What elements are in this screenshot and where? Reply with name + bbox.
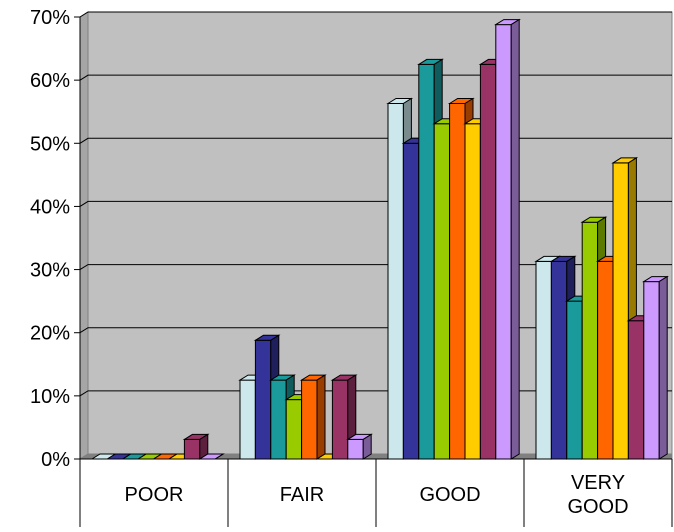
bar xyxy=(402,142,420,460)
bar-side xyxy=(316,374,326,460)
bar xyxy=(643,281,660,460)
bar-side xyxy=(510,18,520,460)
bar xyxy=(566,300,583,460)
bar xyxy=(270,379,287,460)
bar xyxy=(535,260,552,460)
y-tick-label: 0% xyxy=(41,449,70,471)
gridline xyxy=(79,74,672,81)
bar xyxy=(301,379,318,460)
y-tick-label: 60% xyxy=(30,70,70,92)
x-tick-label: POOR xyxy=(125,484,184,506)
bar xyxy=(550,260,568,460)
bar xyxy=(418,63,435,460)
y-tick-label: 70% xyxy=(30,7,70,29)
axes-layer: 0%10%20%30%40%50%60%70%POOR FAIR GOODVERYG… xyxy=(30,7,673,527)
bar xyxy=(464,123,481,460)
y-tick-label: 30% xyxy=(30,260,70,282)
bar xyxy=(254,339,272,460)
bar xyxy=(285,399,303,460)
bar xyxy=(387,103,404,460)
y-tick-label: 20% xyxy=(30,323,70,345)
bar xyxy=(449,103,466,460)
bar xyxy=(597,260,614,460)
bars-layer xyxy=(90,18,669,460)
gridline xyxy=(79,11,672,18)
bar xyxy=(479,63,497,460)
x-tick-label: VERY xyxy=(571,472,625,494)
bar xyxy=(239,379,256,460)
bar-side xyxy=(362,433,372,460)
bar xyxy=(331,379,349,460)
y-tick-label: 40% xyxy=(30,196,70,218)
bar xyxy=(433,123,451,460)
bar xyxy=(183,438,201,460)
x-tick-label: GOOD xyxy=(567,496,628,518)
y-tick-label: 50% xyxy=(30,133,70,155)
bar xyxy=(347,438,364,460)
bar xyxy=(581,221,599,460)
y-tick-label: 10% xyxy=(30,386,70,408)
bar-side xyxy=(658,275,668,460)
bar xyxy=(612,162,629,460)
bar-side xyxy=(214,453,224,460)
bar xyxy=(627,320,645,460)
bar xyxy=(495,24,512,460)
x-tick-label: FAIR xyxy=(280,484,324,506)
x-tick-label: GOOD xyxy=(419,484,480,506)
